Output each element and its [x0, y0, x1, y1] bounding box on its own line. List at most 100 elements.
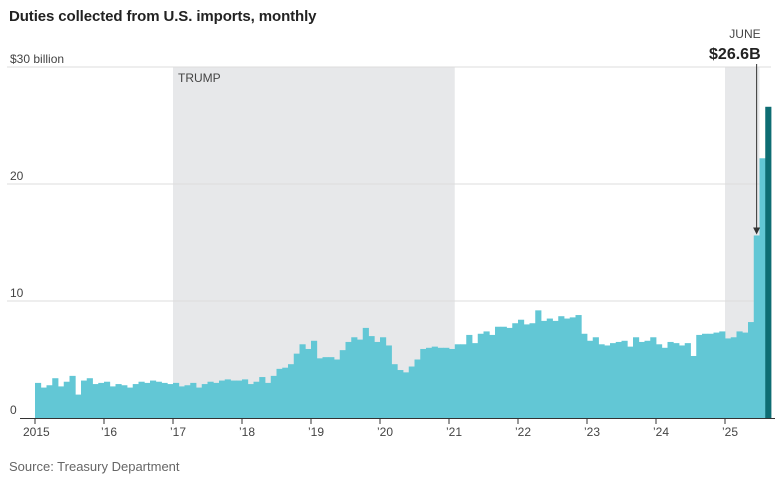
x-tick-label: ’16 — [101, 425, 117, 439]
bar — [472, 343, 479, 418]
bar — [247, 384, 254, 418]
bar — [35, 382, 42, 418]
bar — [86, 378, 93, 418]
bar — [466, 334, 473, 418]
bar — [345, 341, 352, 418]
bar — [523, 324, 530, 418]
bar — [483, 331, 490, 418]
bar — [707, 333, 714, 418]
bar — [621, 340, 628, 418]
bar — [339, 350, 346, 418]
bar — [259, 377, 266, 418]
gridlines — [7, 66, 771, 302]
bar — [684, 343, 691, 418]
bar — [748, 322, 755, 418]
bar — [362, 327, 369, 418]
x-tick-label: ’24 — [653, 425, 669, 439]
bar — [443, 347, 450, 418]
bar — [506, 327, 513, 418]
bar — [253, 381, 260, 418]
bar — [627, 346, 634, 418]
bar — [426, 347, 433, 418]
bar — [92, 384, 99, 418]
bar — [512, 323, 519, 418]
annotation-value: $26.6B — [709, 46, 761, 63]
bar — [633, 337, 640, 418]
bar — [276, 368, 283, 418]
bar — [75, 394, 82, 418]
bar — [155, 381, 162, 418]
bar — [431, 346, 438, 418]
bar — [328, 357, 335, 418]
bar — [282, 367, 289, 418]
bar — [196, 387, 203, 418]
bar — [115, 384, 122, 418]
bar — [178, 386, 185, 418]
bar — [265, 382, 272, 418]
bar — [541, 320, 548, 418]
bar — [725, 338, 732, 418]
x-tick-label: ’17 — [170, 425, 186, 439]
bar — [391, 364, 398, 418]
bar — [201, 384, 208, 418]
bar — [207, 381, 214, 418]
bar — [132, 384, 139, 418]
bar — [63, 381, 70, 418]
bar — [219, 380, 226, 418]
bar — [230, 380, 237, 418]
bar — [104, 381, 111, 418]
bar — [121, 385, 128, 418]
bar — [236, 380, 243, 418]
bar — [656, 344, 663, 418]
bar — [224, 379, 231, 418]
bar — [190, 382, 197, 418]
bar — [167, 384, 174, 418]
bar — [299, 344, 306, 418]
bar — [150, 380, 157, 418]
bar — [759, 158, 766, 418]
bar — [661, 347, 668, 418]
x-tick-label: ’18 — [239, 425, 255, 439]
bar — [40, 387, 47, 418]
bar — [316, 358, 323, 418]
x-tick-label: 2015 — [23, 425, 50, 439]
bar — [109, 386, 116, 418]
bar — [374, 341, 381, 418]
bar — [598, 344, 605, 418]
bar — [558, 316, 565, 418]
bar — [587, 340, 594, 418]
chart-title: Duties collected from U.S. imports, mont… — [9, 8, 317, 25]
bar — [403, 372, 410, 418]
bar — [615, 341, 622, 418]
x-tick-label: ’22 — [515, 425, 531, 439]
y-tick-label: 0 — [10, 403, 17, 417]
x-tick-label: ’25 — [722, 425, 738, 439]
bar — [500, 326, 507, 418]
bar — [322, 357, 329, 418]
bar — [690, 355, 697, 418]
bar — [535, 310, 542, 418]
bar — [713, 332, 720, 418]
bar — [696, 334, 703, 418]
bar — [311, 340, 318, 418]
bar — [184, 385, 191, 418]
bar — [334, 359, 341, 418]
bar — [742, 332, 749, 418]
bar — [98, 382, 105, 418]
bar — [569, 317, 576, 418]
bar — [288, 364, 295, 418]
bar — [242, 379, 249, 418]
bar — [173, 382, 180, 418]
y-tick-label: 20 — [10, 169, 24, 183]
bar — [702, 333, 709, 418]
bar — [213, 382, 220, 418]
bar — [518, 319, 525, 418]
x-tick-label: ’23 — [584, 425, 600, 439]
bar — [81, 380, 88, 418]
bar — [408, 366, 415, 418]
bar — [449, 348, 456, 418]
bar — [460, 344, 467, 418]
bar — [644, 340, 651, 418]
bar — [650, 337, 657, 418]
